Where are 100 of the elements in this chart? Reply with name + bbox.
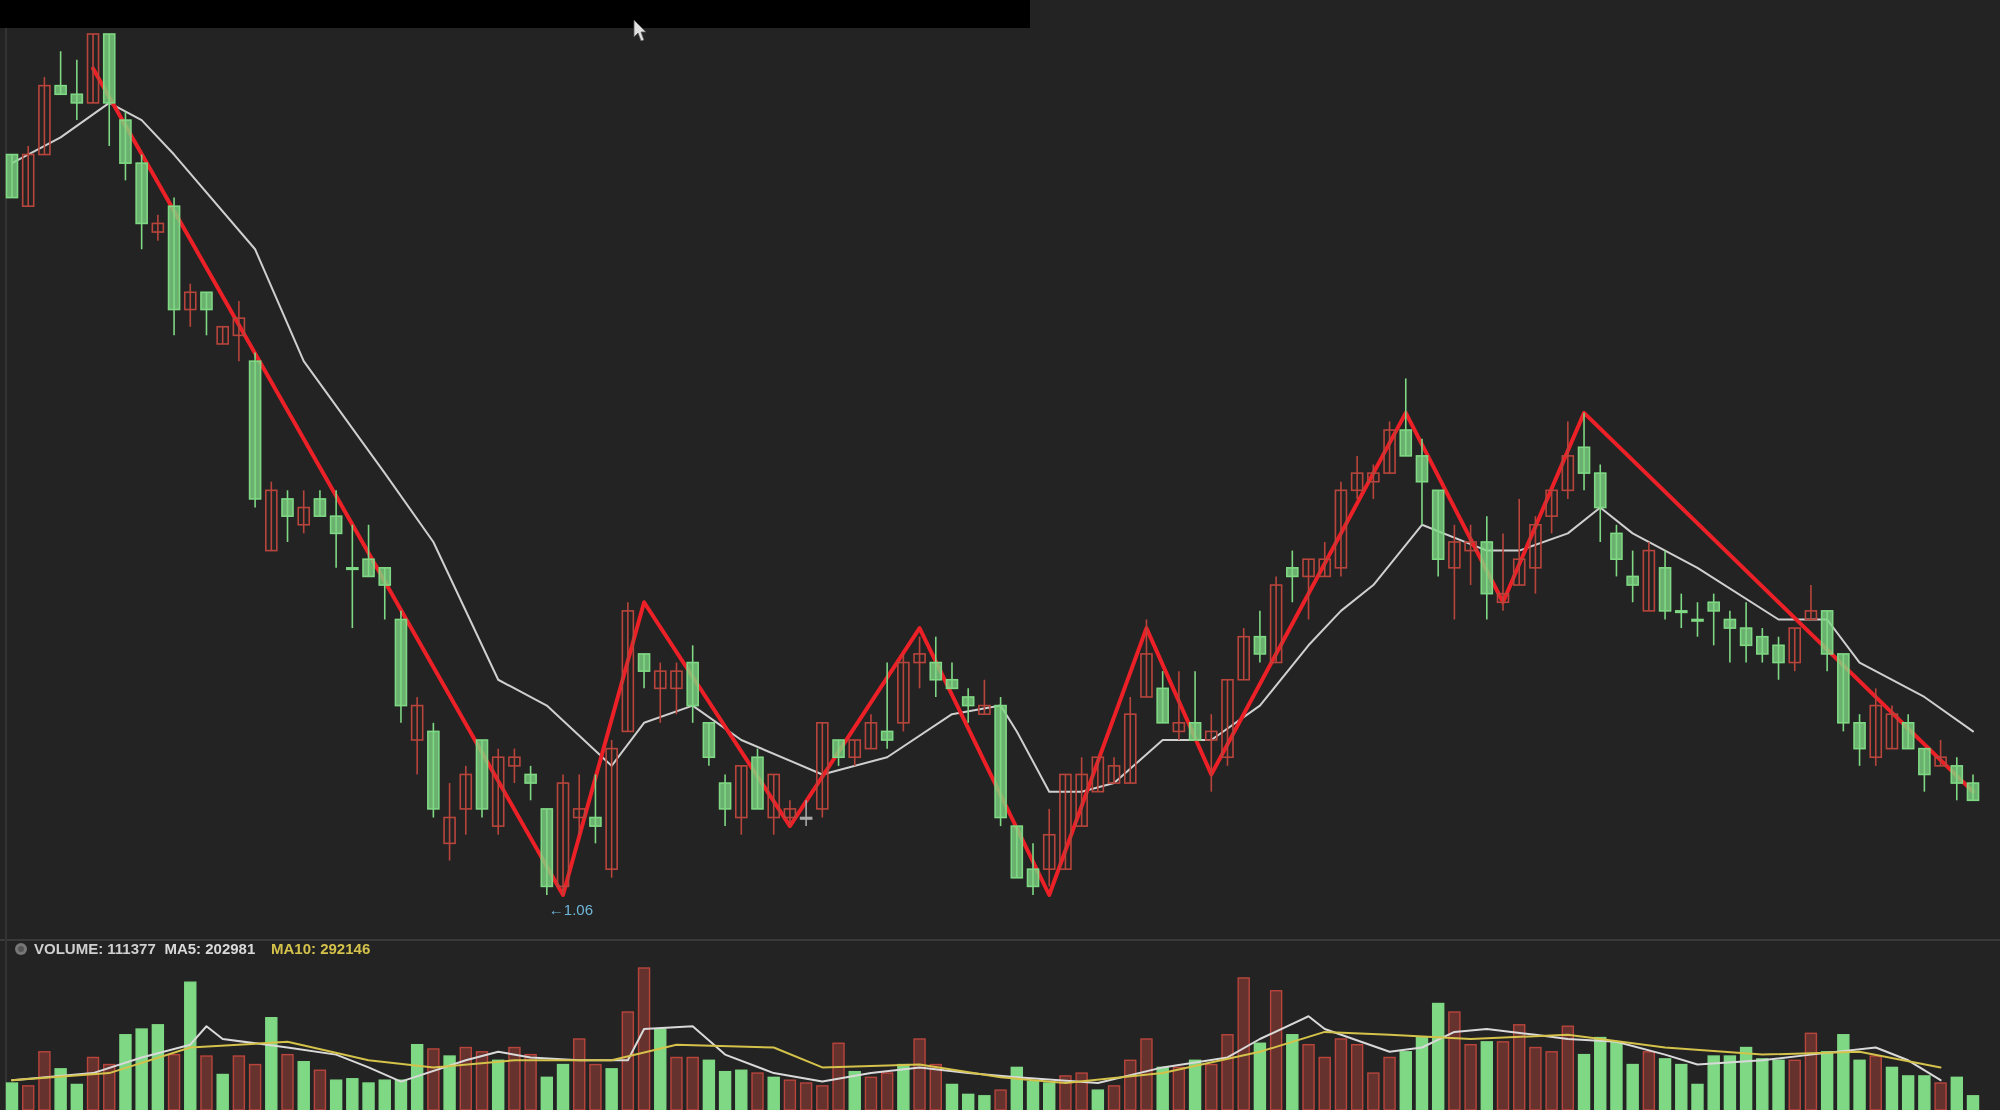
bar (1221, 1034, 1234, 1110)
candlestick (1350, 455, 1364, 500)
candlestick (799, 799, 813, 827)
bar (1901, 1075, 1915, 1110)
bar (1205, 1063, 1218, 1110)
candlestick (297, 489, 311, 535)
candlestick (1788, 627, 1802, 672)
candlestick (1383, 420, 1396, 474)
bar (1626, 1063, 1639, 1110)
bar (913, 1038, 926, 1110)
bar (1237, 977, 1250, 1110)
bar (86, 1056, 100, 1110)
bar (1253, 1042, 1267, 1110)
candlestick (864, 713, 878, 750)
bar (1383, 1056, 1396, 1110)
bar (816, 1085, 829, 1110)
bar (1918, 1075, 1931, 1110)
bar (248, 1063, 262, 1110)
bar (1788, 1059, 1801, 1110)
bar (1772, 1059, 1785, 1110)
candlestick (1448, 523, 1461, 621)
bar (1269, 990, 1283, 1110)
bar (1561, 1025, 1575, 1110)
bar (686, 1056, 699, 1110)
bar (897, 1063, 910, 1110)
bar (961, 1093, 975, 1110)
candlestick (734, 765, 748, 836)
candlestick (848, 739, 862, 767)
bar (1286, 1034, 1299, 1110)
candlestick (1075, 756, 1088, 827)
candlestick (151, 214, 165, 242)
bar (540, 1076, 554, 1110)
bar (1043, 1082, 1056, 1110)
candlestick (1869, 687, 1883, 767)
bar (135, 1028, 148, 1110)
bar (1869, 1055, 1882, 1110)
candlestick (443, 782, 456, 862)
bar (1480, 1041, 1494, 1110)
bar (605, 1068, 618, 1110)
candlestick (1204, 713, 1218, 793)
bar (1107, 1085, 1121, 1110)
bar (1804, 1032, 1818, 1110)
bar (167, 1053, 181, 1110)
candlestick (1723, 610, 1737, 664)
bar (216, 1073, 229, 1110)
bar (119, 1034, 132, 1110)
bar (54, 1068, 67, 1110)
candlestick (1512, 498, 1526, 586)
candlestick (329, 489, 343, 569)
bar (394, 1079, 408, 1110)
bar (1577, 1053, 1591, 1110)
bar (1464, 1043, 1477, 1110)
bar (1739, 1046, 1753, 1110)
candlestick (54, 50, 67, 96)
bar (1172, 1066, 1186, 1110)
bar (637, 967, 651, 1110)
candlestick (670, 661, 683, 715)
bar (22, 1085, 35, 1110)
candlestick (1091, 756, 1105, 793)
bar (362, 1082, 375, 1110)
bar (1529, 1046, 1542, 1110)
candlestick (1286, 549, 1299, 604)
candlestick (945, 661, 959, 690)
candlestick (1367, 463, 1380, 500)
bar (1642, 1051, 1656, 1110)
candlestick (362, 523, 375, 578)
bar (702, 1059, 716, 1110)
bar (1075, 1072, 1088, 1110)
bar (556, 1063, 570, 1110)
candlestick (70, 59, 84, 121)
candlestick (459, 765, 473, 836)
bar (945, 1083, 959, 1110)
candlestick (378, 567, 392, 621)
bar (265, 1017, 278, 1110)
bar (621, 1011, 635, 1110)
candlestick (410, 696, 424, 776)
candlestick (1739, 601, 1753, 664)
candlestick (1885, 704, 1899, 750)
bar (508, 1046, 521, 1110)
candlestick (929, 635, 943, 698)
candlestick (1934, 739, 1947, 767)
bar (491, 1059, 505, 1110)
candlestick (1237, 627, 1251, 681)
bar (718, 1070, 732, 1110)
candlestick (1966, 773, 1980, 802)
bar (1707, 1055, 1720, 1110)
candlestick (783, 799, 797, 827)
bar (1756, 1058, 1769, 1110)
candlestick (880, 661, 894, 750)
candlestick (556, 773, 570, 896)
bar (735, 1069, 748, 1110)
bar (1350, 1043, 1364, 1110)
candlestick (832, 739, 845, 767)
bar (313, 1069, 327, 1110)
bar (151, 1024, 165, 1110)
candlestick (1172, 670, 1186, 741)
candlestick (1269, 575, 1283, 664)
candlestick (1334, 480, 1348, 578)
candlestick (1123, 696, 1137, 784)
candlestick (978, 678, 991, 715)
